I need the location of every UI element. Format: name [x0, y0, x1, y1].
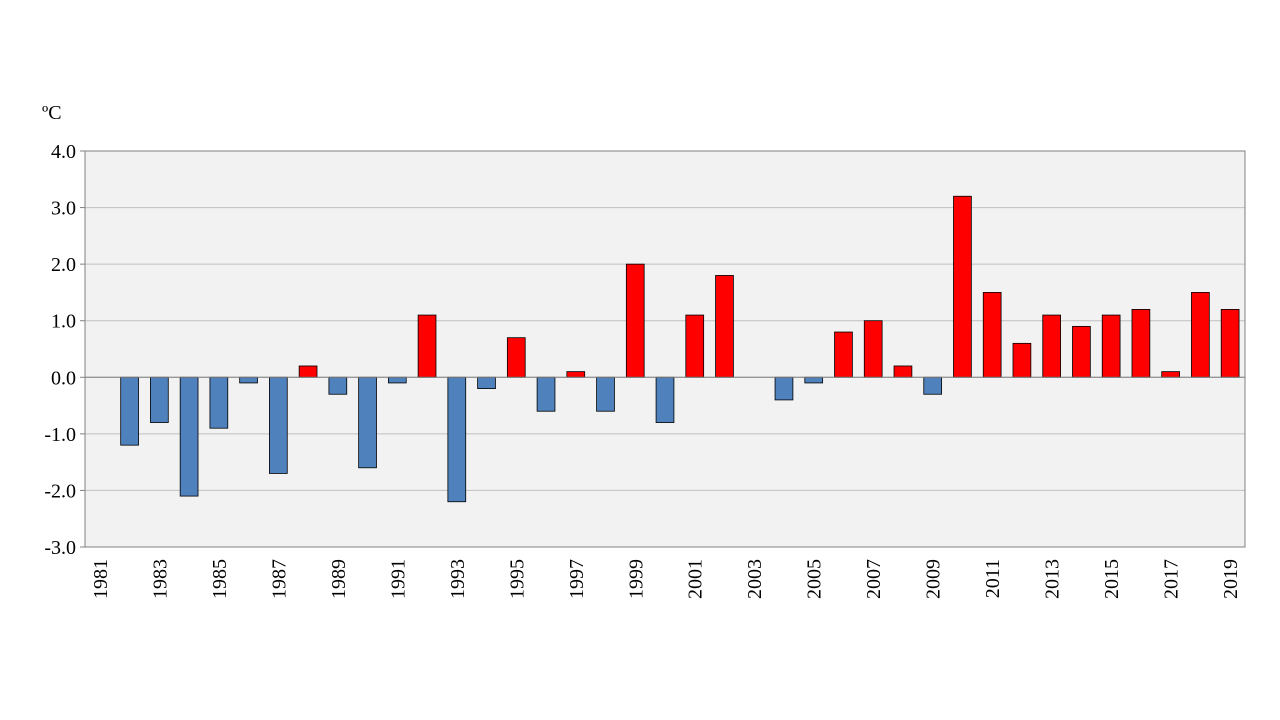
- bar-2007: [864, 321, 882, 378]
- bar-2008: [894, 366, 912, 377]
- bar-1996: [537, 377, 555, 411]
- x-tick-label: 2007: [863, 559, 885, 599]
- y-tick-label: 1.0: [51, 311, 76, 333]
- x-tick-label: 1995: [506, 559, 528, 599]
- y-tick-label: 0.0: [51, 367, 76, 389]
- bar-1998: [597, 377, 615, 411]
- bar-2018: [1191, 292, 1209, 377]
- x-tick-label: 1981: [90, 559, 112, 599]
- x-tick-label: 2001: [685, 559, 707, 599]
- plot-area: [85, 151, 1245, 547]
- x-tick-label: 2011: [982, 559, 1004, 598]
- bar-2001: [686, 315, 704, 377]
- bar-1988: [299, 366, 317, 377]
- unit-label: ºC: [42, 102, 62, 124]
- bar-1999: [626, 264, 644, 377]
- bar-2013: [1043, 315, 1061, 377]
- bar-2012: [1013, 343, 1031, 377]
- bar-1992: [418, 315, 436, 377]
- x-tick-label: 1983: [149, 559, 171, 599]
- x-tick-label: 1997: [566, 559, 588, 599]
- x-tick-label: 2015: [1101, 559, 1123, 599]
- x-tick-label: 2009: [923, 559, 945, 599]
- bar-1994: [478, 377, 496, 388]
- bar-1989: [329, 377, 347, 394]
- x-tick-label: 1991: [387, 559, 409, 599]
- x-tick-label: 2003: [744, 559, 766, 599]
- bar-2009: [924, 377, 942, 394]
- bar-2014: [1072, 326, 1090, 377]
- y-tick-labels: 4.0 3.0 2.0 1.0 0.0 -1.0 -2.0 -3.0: [44, 141, 76, 559]
- y-tick-label: -3.0: [44, 537, 76, 559]
- bar-1997: [567, 372, 585, 378]
- x-tick-label: 2019: [1220, 559, 1242, 599]
- y-tick-label: 4.0: [51, 141, 76, 163]
- bar-1985: [210, 377, 228, 428]
- x-tick-labels: 1981 1983 1985 1987 1989 1991 1993 1995 1997 1999…: [90, 559, 1242, 599]
- bar-2011: [983, 292, 1001, 377]
- bar-2005: [805, 377, 823, 383]
- y-tick-label: -1.0: [44, 424, 76, 446]
- x-tick-label: 1987: [268, 559, 290, 599]
- bar-1984: [180, 377, 198, 496]
- bar-1993: [448, 377, 466, 501]
- y-tick-label: 2.0: [51, 254, 76, 276]
- bar-2006: [835, 332, 853, 377]
- bar-2002: [716, 275, 734, 377]
- bar-2000: [656, 377, 674, 422]
- bar-1987: [269, 377, 287, 473]
- x-tick-label: 1999: [625, 559, 647, 599]
- bar-1991: [388, 377, 406, 383]
- bar-1982: [121, 377, 139, 445]
- y-tick-label: 3.0: [51, 198, 76, 220]
- x-tick-label: 1989: [328, 559, 350, 599]
- x-tick-label: 2013: [1042, 559, 1064, 599]
- bar-1983: [150, 377, 168, 422]
- x-tick-label: 2005: [804, 559, 826, 599]
- bar-2010: [954, 196, 972, 377]
- x-tick-label: 1985: [209, 559, 231, 599]
- bar-2017: [1162, 372, 1180, 378]
- x-tick-label: 2017: [1161, 559, 1183, 599]
- bar-2015: [1102, 315, 1120, 377]
- bar-1995: [507, 338, 525, 378]
- bar-1990: [359, 377, 377, 468]
- bar-2004: [775, 377, 793, 400]
- bar-2019: [1221, 309, 1239, 377]
- bar-2016: [1132, 309, 1150, 377]
- bar-1986: [240, 377, 258, 383]
- y-tick-label: -2.0: [44, 480, 76, 502]
- x-tick-label: 1993: [447, 559, 469, 599]
